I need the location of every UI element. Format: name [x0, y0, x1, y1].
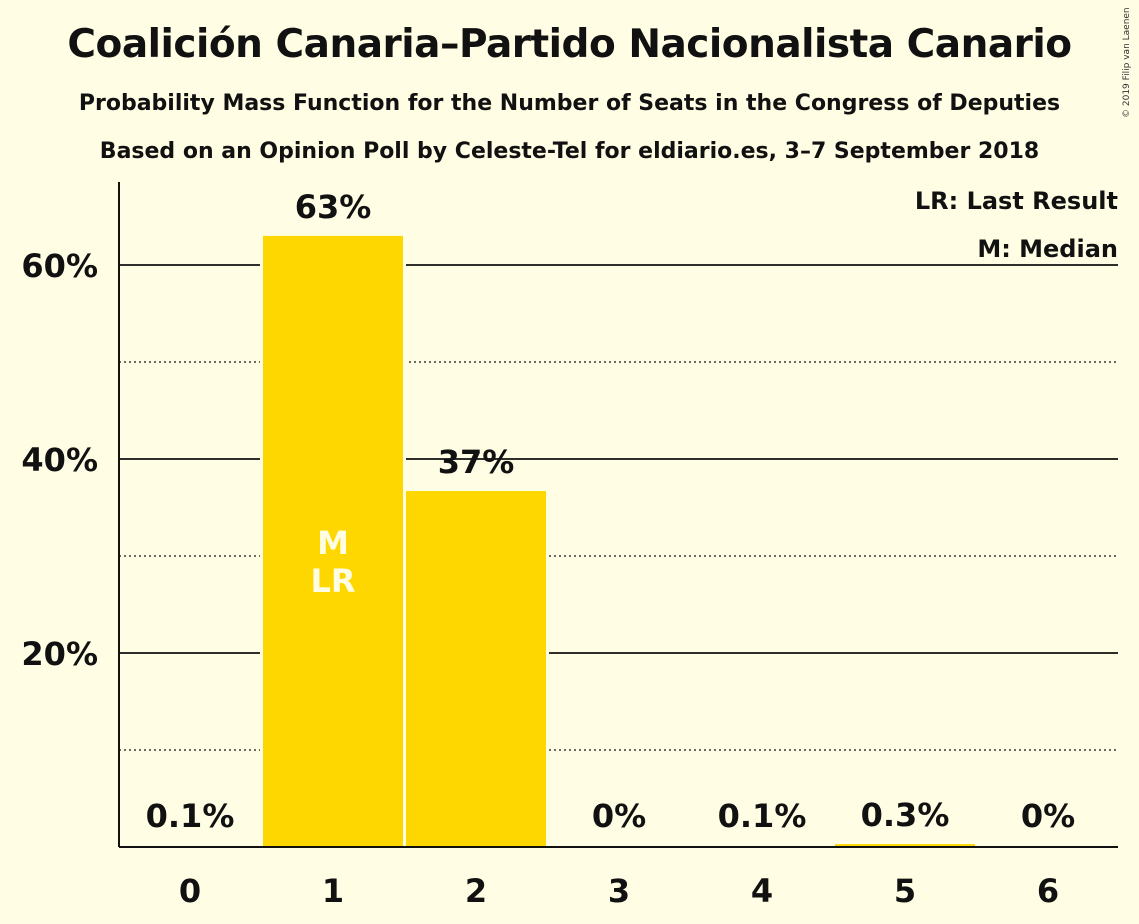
bar — [263, 235, 403, 847]
chart-subtitle: Probability Mass Function for the Number… — [78, 91, 1061, 116]
bars — [117, 233, 1118, 847]
bar — [406, 491, 546, 847]
legend-last-result: LR: Last Result — [915, 187, 1118, 215]
x-tick-label: 6 — [1037, 872, 1059, 910]
bar-gap — [689, 844, 835, 847]
x-tick-label: 4 — [751, 872, 773, 910]
data-labels: 0.1% 63% 37% 0% 0.1% 0.3% 0% MLR — [146, 188, 1076, 835]
median-marker: M — [317, 524, 349, 562]
data-label: 0.1% — [146, 797, 235, 835]
data-label: 0% — [1021, 797, 1075, 835]
x-tick-label: 0 — [179, 872, 201, 910]
data-label: 0.3% — [861, 796, 950, 834]
bar — [835, 844, 975, 847]
x-tick-label: 5 — [894, 872, 916, 910]
last-result-marker: LR — [310, 562, 355, 600]
x-tick-label: 1 — [322, 872, 344, 910]
y-tick-label: 40% — [21, 441, 98, 479]
x-tick-label: 3 — [608, 872, 630, 910]
chart-title: Coalición Canaria–Partido Nacionalista C… — [67, 22, 1072, 67]
chart-source: Based on an Opinion Poll by Celeste-Tel … — [99, 139, 1040, 164]
data-label: 63% — [295, 188, 372, 226]
x-tick-label: 2 — [465, 872, 487, 910]
data-label: 37% — [438, 443, 515, 481]
data-label: 0% — [592, 797, 646, 835]
y-tick-label: 20% — [21, 635, 98, 673]
data-label: 0.1% — [718, 797, 807, 835]
legend-median: M: Median — [977, 235, 1118, 263]
y-tick-label: 60% — [21, 247, 98, 285]
bar-gap — [117, 844, 263, 847]
axes: 20% 40% 60% 0 1 2 3 4 5 6 — [21, 182, 1118, 910]
